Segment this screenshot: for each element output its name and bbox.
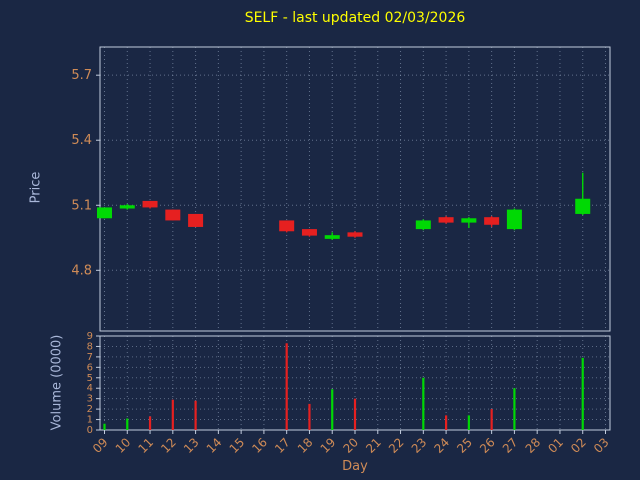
candle-body: [506, 209, 522, 230]
candle-body: [575, 198, 591, 214]
price-tick-label: 4.8: [71, 263, 92, 278]
volume-tick-label: 7: [87, 352, 93, 363]
x-tick-label: 23: [409, 435, 430, 456]
price-tick-label: 5.1: [71, 198, 92, 213]
x-tick-label: 15: [227, 435, 248, 456]
x-tick-label: 25: [454, 435, 475, 456]
candle-body: [415, 220, 431, 230]
volume-tick-label: 2: [87, 404, 93, 415]
x-tick-label: 02: [568, 435, 589, 456]
x-tick-label: 09: [90, 435, 111, 456]
candle-body: [97, 207, 112, 219]
x-tick-label: 14: [204, 435, 225, 456]
candle-body: [438, 217, 454, 223]
candle-body: [324, 235, 340, 239]
candle-body: [347, 232, 363, 237]
x-tick-label: 24: [432, 435, 453, 456]
x-tick-label: 27: [500, 435, 521, 456]
price-tick-label: 5.7: [71, 68, 92, 83]
x-tick-label: 20: [340, 435, 361, 456]
volume-tick-label: 8: [87, 341, 93, 352]
x-tick-label: 26: [477, 435, 498, 456]
x-tick-label: 28: [523, 435, 544, 456]
volume-tick-label: 1: [87, 415, 93, 426]
volume-tick-label: 3: [87, 394, 93, 405]
x-tick-label: 17: [272, 435, 293, 456]
candle-body: [165, 209, 181, 221]
candle-body: [279, 220, 295, 232]
volume-tick-label: 4: [87, 383, 93, 394]
candle-body: [301, 229, 317, 236]
x-tick-label: 13: [181, 435, 202, 456]
x-tick-label: 22: [386, 435, 407, 456]
candle-body: [188, 213, 204, 227]
x-tick-label: 10: [113, 435, 134, 456]
x-tick-label: 12: [158, 435, 179, 456]
x-tick-label: 21: [363, 435, 384, 456]
x-tick-label: 18: [295, 435, 316, 456]
x-tick-label: 11: [135, 435, 156, 456]
price-tick-label: 5.4: [71, 133, 92, 148]
volume-tick-label: 0: [87, 425, 93, 436]
plot-border: [99, 46, 611, 332]
x-tick-label: 19: [318, 435, 339, 456]
x-axis-label: Day: [342, 459, 368, 474]
x-tick-label: 16: [249, 435, 270, 456]
x-tick-label: 03: [591, 435, 612, 456]
volume-tick-label: 9: [87, 331, 93, 342]
candle-body: [119, 205, 135, 209]
x-tick-label: 01: [545, 435, 566, 456]
chart-title: SELF - last updated 02/03/2026: [244, 10, 466, 26]
candle-body: [142, 200, 158, 208]
volume-tick-label: 5: [87, 373, 93, 384]
volume-tick-label: 6: [87, 362, 93, 373]
candle-body: [484, 217, 500, 225]
candle-body: [461, 218, 477, 223]
